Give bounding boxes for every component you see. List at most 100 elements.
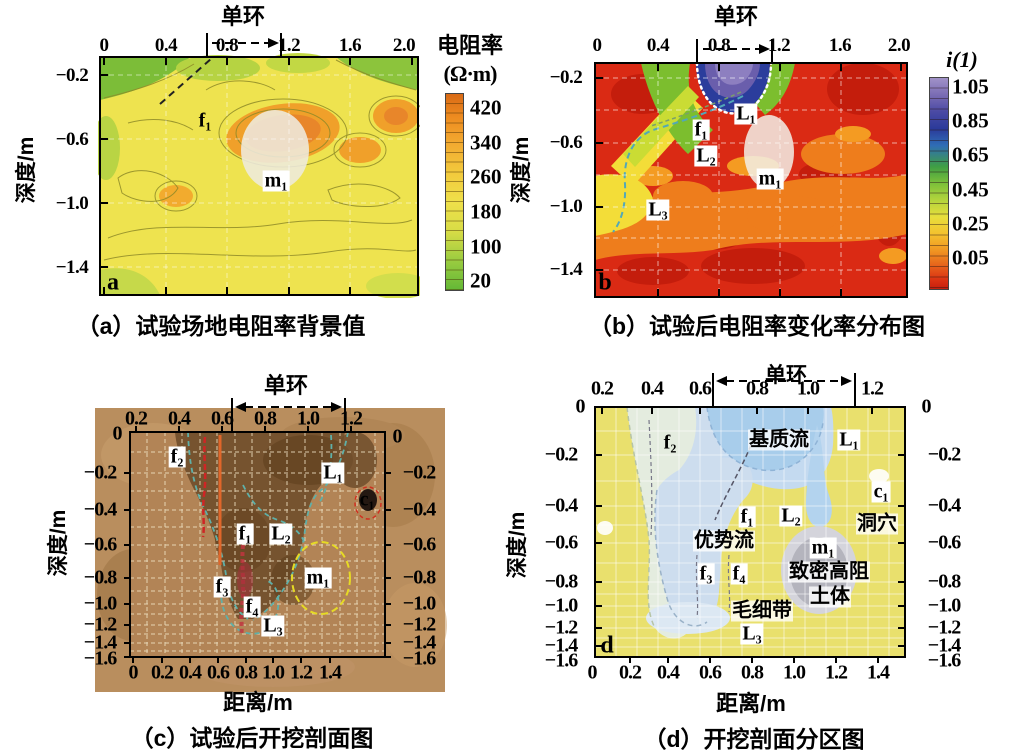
panel-b-cbtick: 1.05 [952,74,989,99]
panel-a-xtick: 0.4 [154,35,178,56]
panel-a-ytick: −1.4 [55,257,89,278]
panel-d-top-tick: 0.2 [591,377,614,400]
panel-b-cbtick: 0.25 [952,211,989,236]
panel-c-ytick-left: −1.2 [83,613,117,636]
panel-c-bottom-tick: 0 [128,661,139,684]
panel-d-top-tick: 0.6 [689,377,712,400]
panel-b-xtick: 0.4 [646,35,670,56]
panel-d-label-L1: L₁ [837,428,861,451]
panel-c-ytick-right: −1.2 [402,613,436,636]
panel-a-xtick: 1.2 [277,35,301,56]
panel-c-bottom-tick: 0.2 [151,661,174,684]
panel-d-ytick-left: −0.8 [544,570,578,593]
panel-c-ytick-right: −0.6 [402,533,436,556]
panel-a-cbtick: 420 [470,95,502,120]
panel-d-yaxis-label: 深度/m [506,511,529,579]
panel-c-ytick-right: −0.8 [402,566,436,589]
panel-c-caption: （c）试验后开挖剖面图 [130,725,374,751]
panel-c-top-tick: 1.0 [297,407,320,430]
panel-d-label-matrix-flow: 基质流 [748,428,810,451]
panel-b-ytick: −1.4 [549,259,583,280]
panel-d-top-tick: 0.8 [746,377,769,400]
panel-c-ytick-right: 0 [392,425,403,448]
panel-a-xtick: 0 [99,35,110,56]
panel-d-label-L3: L₃ [740,622,764,645]
ring-arrow-right-icon [759,44,770,54]
ring-arrow-left-icon [716,376,727,386]
ring-arrow-left-icon [235,402,246,412]
panel-b-cbtick: 0.05 [952,245,989,270]
panel-b-label-f1: f₁ [692,118,710,141]
panel-d-ytick-left: 0 [575,395,586,418]
panel-d-bottom-tick: 0 [587,661,598,684]
panel-d-ytick-right: −0.6 [927,531,961,554]
panel-a-cbtick: 340 [470,130,502,155]
panel-c-bottom-tick: 0.8 [235,661,258,684]
panel-a-colorbar-unit: (Ω·m) [443,61,498,86]
panel-c-label-L2: L₂ [269,522,293,545]
panel-d-ytick-right: −1.2 [927,616,961,639]
panel-c-label-c1: c₁ [359,488,375,511]
panel-c-ytick-left: −1.0 [83,592,117,615]
panel-b-ring-label: 单环 [713,4,759,29]
panel-d-top-tick: 1.0 [797,377,820,400]
panel-c-ytick-right: −0.4 [402,498,436,521]
panel-c-top-tick: 1.2 [340,407,363,430]
panel-b-label-L3: L₃ [646,198,670,221]
ring-arrow-right-icon [331,402,342,412]
panel-a-xtick: 0.8 [215,35,239,56]
panel-d-ytick-right: 0 [921,395,932,418]
panel-d-bottom-tick: 0.6 [699,661,722,684]
panel-c-ytick-right: −1.6 [402,647,436,670]
panel-d-label-preferential-flow: 优势流 [693,529,755,552]
panel-c-xaxis-label: 距离/m [223,690,293,715]
panel-d-label-dense-high-resistance: 致密高阻 [788,560,870,583]
panel-a-map [98,33,420,298]
panel-c-label-f3: f₃ [213,575,231,598]
panel-a-xtick: 1.6 [338,35,362,56]
panel-c-bottom-tick: 0.4 [179,661,202,684]
panel-c-photo [95,398,447,692]
panel-b-xtick: 1.6 [828,35,852,56]
panel-b-xtick: 0.8 [707,35,731,56]
panel-b-ytick: −0.6 [549,132,583,153]
panel-a-ytick: −1.0 [55,193,89,214]
panel-a-letter: a [107,269,119,296]
panel-b-label-m1: m₁ [756,167,784,190]
panel-d-label-c1: c₁ [871,480,891,503]
panel-c-label-m1: m₁ [304,566,332,589]
panel-d-label-m1: m₁ [809,536,837,559]
panel-d-ytick-right: −1.4 [927,634,961,657]
panel-b-label-L2: L₂ [694,144,718,167]
panel-a-cbtick: 260 [470,164,502,189]
panel-d-ytick-left: −1.6 [544,649,578,672]
panel-b-map [594,39,908,298]
panel-b-colorbar [929,77,949,290]
panel-c-ytick-left: −0.4 [83,498,117,521]
panel-d-label-soil-body: 土体 [809,585,851,608]
panel-c-label-f1: f₁ [236,522,254,545]
panel-d-bottom-tick: 1.0 [783,661,806,684]
panel-c-ytick-left: −1.6 [83,647,117,670]
panel-a-ytick: −0.2 [55,65,89,86]
panel-d-bottom-tick: 1.4 [867,661,890,684]
panel-d-label-f4: f₄ [730,562,748,585]
panel-d-xaxis-label: 距离/m [716,691,786,716]
panel-c-bottom-tick: 1.2 [290,661,313,684]
panel-d-ytick-left: −0.2 [544,443,578,466]
panel-d-letter: d [600,632,614,659]
panel-c-yaxis-label: 深度/m [47,509,70,577]
panel-d-ytick-right: −0.2 [927,443,961,466]
panel-c-label-L3: L₃ [261,614,285,637]
panel-c-label-f4: f₄ [243,595,261,618]
panel-d-label-f1: f₁ [738,505,756,528]
panel-c-top-tick: 0.2 [125,407,148,430]
panel-d-ring-label: 单环 [765,364,807,387]
panel-c-top-tick: 0.4 [168,407,191,430]
panel-c-top-tick: 0.8 [254,407,277,430]
panel-b-colorbar-title: i(1) [946,47,978,72]
panel-a-yaxis-label: 深度/m [15,136,38,204]
panel-d-top-tick: 0.4 [641,377,664,400]
panel-d-ytick-left: −1.4 [544,634,578,657]
